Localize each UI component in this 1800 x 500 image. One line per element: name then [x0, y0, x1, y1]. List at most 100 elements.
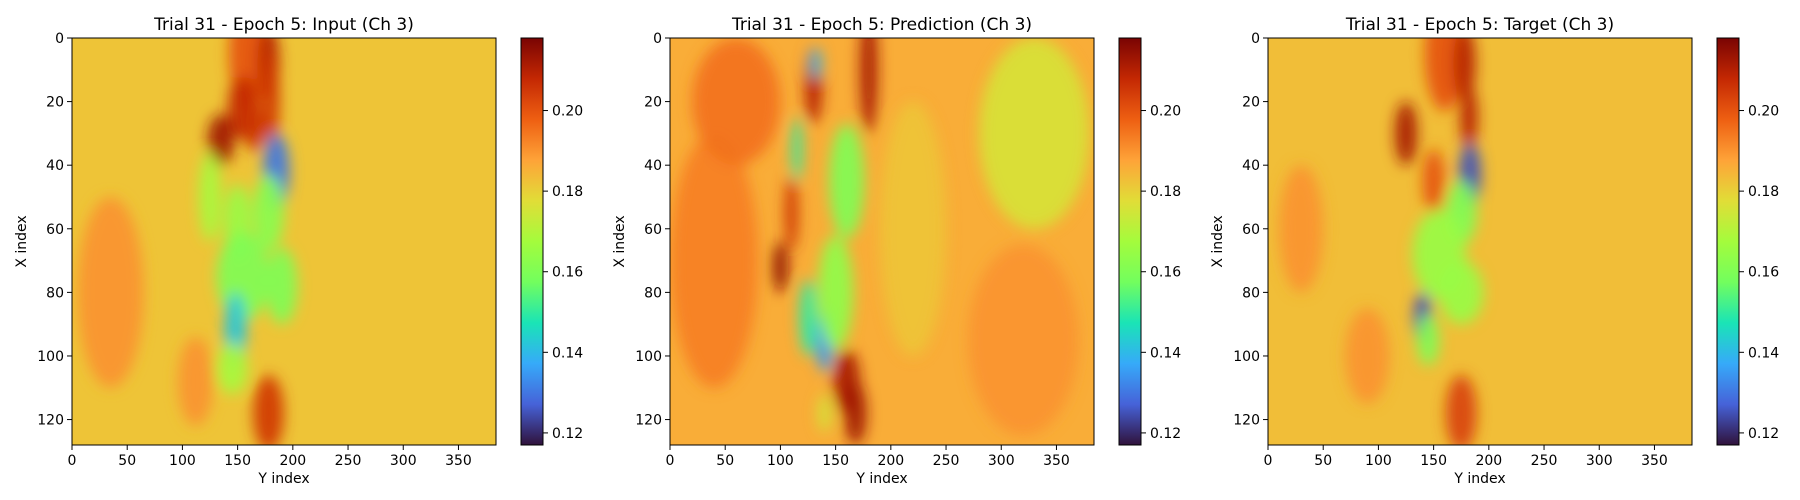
heatmap-image — [1268, 38, 1692, 445]
chart-title: Trial 31 - Epoch 5: Prediction (Ch 3) — [731, 15, 1032, 35]
x-axis-label: Y index — [257, 471, 309, 487]
heatmap-panel-1: Trial 31 - Epoch 5: Input (Ch 3) 0 50 100 15… — [14, 15, 583, 487]
colorbar: 0.12 0.14 0.16 0.18 0.20 — [1716, 37, 1779, 446]
colorbar-tick-label: 0.20 — [552, 104, 583, 120]
colorbar-tick-label: 0.16 — [552, 265, 583, 281]
x-axis-label: Y index — [1453, 471, 1505, 487]
heatmap-feature — [1417, 314, 1440, 366]
heatmap-background — [72, 38, 496, 445]
heatmap-feature — [207, 114, 235, 166]
heatmap-feature — [77, 196, 144, 388]
y-tick-label: 120 — [635, 413, 662, 429]
heatmap-feature — [245, 101, 264, 153]
colorbar-tick-label: 0.14 — [552, 345, 583, 361]
y-axis-label: X index — [1210, 215, 1226, 267]
heatmap-panel-3: Trial 31 - Epoch 5: Target (Ch 3) 0 50 100 1… — [1210, 15, 1779, 487]
heatmap-feature — [844, 381, 867, 445]
x-tick-label: 250 — [335, 453, 362, 469]
colorbar-tick-label: 0.12 — [552, 426, 583, 442]
colorbar-tick-label: 0.16 — [1748, 265, 1779, 281]
colorbar-tick-label: 0.20 — [1748, 104, 1779, 120]
colorbar: 0.12 0.14 0.16 0.18 0.20 — [520, 37, 583, 446]
y-tick-label: 40 — [46, 158, 64, 174]
x-tick-label: 350 — [1043, 453, 1070, 469]
axes-frame — [1267, 37, 1693, 446]
y-tick-label: 80 — [1242, 285, 1260, 301]
x-tick-label: 100 — [169, 453, 196, 469]
y-tick-label: 120 — [1233, 413, 1260, 429]
heatmap-feature — [879, 101, 947, 356]
heatmap-feature — [198, 152, 222, 242]
y-tick-label: 0 — [653, 31, 662, 47]
x-tick-label: 0 — [666, 453, 675, 469]
heatmap-feature — [817, 235, 854, 350]
chart-title: Trial 31 - Epoch 5: Input (Ch 3) — [153, 15, 414, 35]
colorbar-tick-label: 0.20 — [1150, 104, 1181, 120]
heatmap-feature — [979, 38, 1090, 229]
heatmap-feature — [1453, 38, 1476, 102]
y-axis-label: X index — [612, 215, 628, 267]
x-tick-label: 50 — [118, 453, 136, 469]
heatmap-feature — [1460, 85, 1478, 150]
colorbar: 0.12 0.14 0.16 0.18 0.20 — [1118, 37, 1181, 446]
heatmap-feature — [810, 47, 822, 80]
heatmap-feature — [1439, 260, 1484, 325]
y-tick-label: 100 — [1233, 349, 1260, 365]
y-tick-label: 40 — [1242, 158, 1260, 174]
colorbar-tick-label: 0.14 — [1748, 345, 1779, 361]
heatmap-image — [670, 38, 1094, 445]
chart-title: Trial 31 - Epoch 5: Target (Ch 3) — [1345, 15, 1614, 35]
heatmap-feature — [829, 123, 865, 239]
colorbar-gradient — [1118, 37, 1142, 446]
y-tick-label: 120 — [37, 413, 64, 429]
heatmap-feature — [1445, 375, 1477, 445]
heatmap-feature — [178, 336, 214, 426]
colorbar-gradient — [520, 37, 544, 446]
x-tick-label: 150 — [1420, 453, 1447, 469]
y-tick-label: 0 — [1251, 31, 1260, 47]
x-tick-label: 50 — [716, 453, 734, 469]
axes-frame — [669, 37, 1095, 446]
x-tick-label: 200 — [877, 453, 904, 469]
y-tick-label: 60 — [1242, 222, 1260, 238]
y-tick-label: 100 — [37, 349, 64, 365]
axes-frame — [71, 37, 497, 446]
y-tick-label: 20 — [46, 95, 64, 111]
colorbar-tick-label: 0.18 — [1748, 184, 1779, 200]
x-tick-label: 300 — [390, 453, 417, 469]
heatmap-feature — [1279, 165, 1324, 293]
y-tick-label: 80 — [644, 285, 662, 301]
x-tick-label: 150 — [822, 453, 849, 469]
x-tick-label: 300 — [1586, 453, 1613, 469]
x-tick-label: 250 — [933, 453, 960, 469]
x-tick-label: 100 — [767, 453, 794, 469]
colorbar-tick-label: 0.12 — [1748, 426, 1779, 442]
heatmap-feature — [968, 244, 1079, 436]
y-tick-label: 40 — [644, 158, 662, 174]
y-tick-label: 100 — [635, 349, 662, 365]
heatmap-feature — [859, 38, 878, 134]
heatmap-feature — [216, 343, 248, 395]
x-tick-label: 0 — [1264, 453, 1273, 469]
y-tick-label: 60 — [46, 222, 64, 238]
heatmap-feature — [266, 247, 298, 325]
y-tick-label: 0 — [55, 31, 64, 47]
y-axis-label: X index — [14, 215, 30, 267]
colorbar-tick-label: 0.14 — [1150, 345, 1181, 361]
x-tick-label: 0 — [68, 453, 77, 469]
colorbar-gradient — [1716, 37, 1740, 446]
heatmap-feature — [817, 394, 832, 433]
colorbar-tick-label: 0.18 — [552, 184, 583, 200]
x-tick-label: 300 — [988, 453, 1015, 469]
heatmap-feature — [253, 174, 284, 252]
heatmap-feature — [791, 117, 803, 182]
x-tick-label: 100 — [1365, 453, 1392, 469]
heatmap-panel-2: Trial 31 - Epoch 5: Prediction (Ch 3) 0 50… — [612, 15, 1181, 487]
heatmap-feature — [261, 50, 280, 153]
x-tick-label: 350 — [1641, 453, 1668, 469]
heatmap-feature — [1394, 101, 1418, 166]
colorbar-tick-label: 0.18 — [1150, 184, 1181, 200]
heatmap-feature — [1345, 308, 1390, 404]
heatmap-feature — [784, 174, 799, 252]
